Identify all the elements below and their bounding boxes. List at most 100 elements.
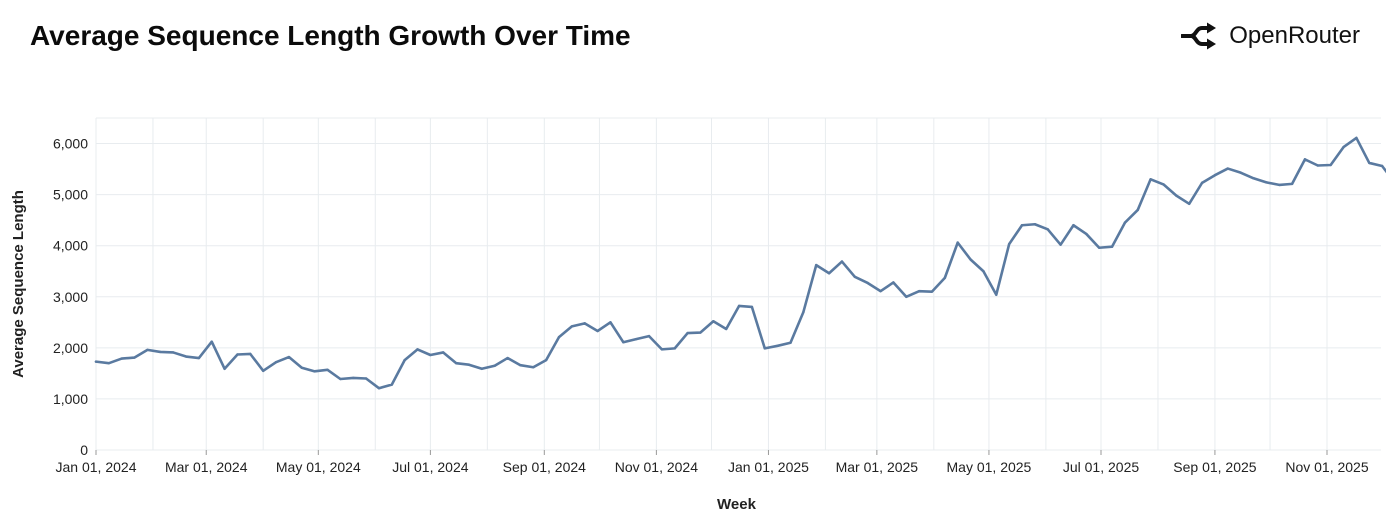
x-tick-label: Nov 01, 2025 <box>1285 459 1368 475</box>
data-point <box>930 290 934 293</box>
data-point <box>686 331 689 335</box>
data-point <box>905 295 908 298</box>
data-point <box>274 360 278 364</box>
x-axis-title: Week <box>717 496 757 510</box>
data-point <box>1059 243 1062 246</box>
x-tick-label: Mar 01, 2024 <box>165 459 248 475</box>
data-point <box>892 281 895 284</box>
x-tick-label: May 01, 2024 <box>276 459 361 475</box>
data-point <box>1046 228 1049 231</box>
x-tick-label: Nov 01, 2024 <box>615 459 698 475</box>
data-point <box>1355 136 1358 140</box>
data-point <box>1020 224 1024 227</box>
y-axis-title: Average Sequence Length <box>10 190 27 378</box>
data-point <box>969 258 972 261</box>
data-point <box>583 322 586 325</box>
data-point <box>827 272 831 275</box>
data-point <box>1033 223 1037 226</box>
data-point <box>1136 208 1139 212</box>
data-point <box>917 289 921 293</box>
x-axis-ticks: Jan 01, 2024 Mar 01, 2024 May 01, 2024 Jul … <box>56 450 1369 475</box>
data-point <box>442 351 445 354</box>
data-point <box>352 376 355 380</box>
data-point <box>1072 224 1075 227</box>
data-point <box>184 355 188 358</box>
data-point <box>1265 181 1268 184</box>
data-point <box>1316 164 1320 167</box>
y-tick-label: 0 <box>80 442 88 458</box>
data-point <box>300 366 303 369</box>
data-point <box>789 341 792 344</box>
data-point <box>506 356 509 360</box>
data-point <box>1380 164 1384 168</box>
openrouter-logo-icon <box>1181 22 1217 50</box>
series-line <box>94 136 1386 390</box>
chart-title: Average Sequence Length Growth Over Time <box>30 20 631 51</box>
data-point <box>725 327 728 331</box>
data-point <box>956 241 959 244</box>
data-point <box>236 353 239 356</box>
data-point <box>467 363 471 366</box>
data-point <box>197 356 201 360</box>
x-tick-label: Jul 01, 2024 <box>392 459 468 475</box>
data-point <box>737 304 741 308</box>
data-point <box>815 263 818 267</box>
y-tick-label: 3,000 <box>53 289 88 305</box>
data-point <box>1200 181 1204 185</box>
data-point <box>390 383 394 386</box>
data-point <box>634 337 638 341</box>
data-point <box>1239 171 1242 174</box>
data-point <box>712 320 715 323</box>
data-point <box>249 352 252 356</box>
y-tick-label: 1,000 <box>53 391 88 407</box>
data-point <box>1329 163 1332 167</box>
data-point <box>313 370 316 373</box>
data-point <box>1368 161 1371 165</box>
data-point <box>1213 174 1217 177</box>
data-point <box>120 357 123 360</box>
y-axis-ticks: 0 1,000 2,000 3,000 4,000 5,000 6,000 <box>53 136 88 458</box>
data-point <box>377 387 381 390</box>
data-point <box>107 361 111 365</box>
data-point <box>1226 167 1229 170</box>
data-point <box>596 329 599 333</box>
data-point <box>262 369 265 373</box>
data-point <box>519 364 522 367</box>
x-tick-label: May 01, 2025 <box>947 459 1032 475</box>
data-point <box>995 293 998 296</box>
data-point <box>364 377 368 380</box>
data-point <box>750 305 754 309</box>
data-point <box>1149 178 1152 181</box>
data-point <box>1007 242 1011 246</box>
y-tick-label: 6,000 <box>53 136 88 152</box>
data-point <box>943 276 947 280</box>
x-tick-label: Jul 01, 2025 <box>1063 459 1139 475</box>
data-point <box>326 368 329 372</box>
data-point <box>1123 221 1127 224</box>
data-point <box>223 367 226 370</box>
data-point <box>171 351 175 354</box>
data-point <box>532 366 535 369</box>
data-point <box>287 355 291 359</box>
data-point <box>763 347 766 350</box>
data-point <box>802 310 805 314</box>
x-tick-label: Sep 01, 2025 <box>1173 459 1257 475</box>
x-tick-label: Mar 01, 2025 <box>836 459 919 475</box>
x-tick-label: Jan 01, 2025 <box>728 459 809 475</box>
brand[interactable]: OpenRouter <box>1181 22 1360 50</box>
data-point <box>1252 177 1255 180</box>
data-point <box>557 335 561 339</box>
data-point <box>622 341 625 344</box>
data-point <box>454 361 458 365</box>
data-point <box>159 350 162 354</box>
x-tick-label: Sep 01, 2024 <box>503 459 587 475</box>
data-point <box>776 344 779 347</box>
data-point <box>94 360 98 363</box>
data-point <box>403 358 406 362</box>
grid <box>95 117 1381 451</box>
data-point <box>570 325 574 328</box>
data-point <box>840 260 844 263</box>
data-point <box>609 321 612 324</box>
data-point <box>699 331 702 334</box>
